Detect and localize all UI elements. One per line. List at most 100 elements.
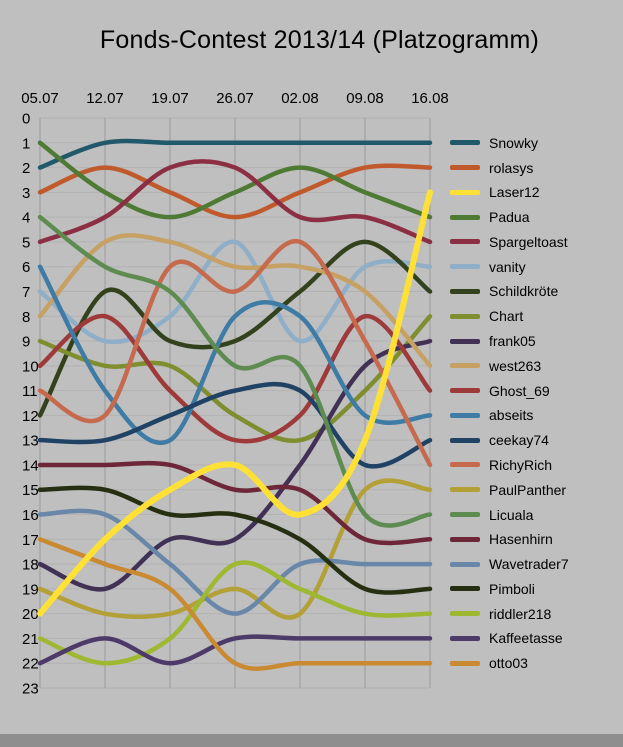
legend-item-pimboli: Pimboli	[450, 577, 535, 601]
legend-swatch-hasenhirn	[450, 536, 480, 542]
legend-item-otto03: otto03	[450, 651, 528, 675]
series-line-frank05	[37, 338, 433, 592]
series-line-ceekay74	[37, 381, 433, 469]
series-line-licuala	[37, 214, 433, 528]
y-tick-label: 21	[22, 631, 39, 648]
legend-label-laser12: Laser12	[489, 184, 540, 201]
series-line-vanity	[37, 239, 433, 345]
y-tick-label: 0	[22, 111, 30, 128]
y-tick-label: 7	[22, 284, 30, 301]
legend-item-schildkr-te: Schildkröte	[450, 279, 558, 303]
y-tick-label: 17	[22, 532, 39, 549]
legend-swatch-chart	[450, 313, 480, 319]
y-tick-label: 6	[22, 259, 30, 276]
legend-swatch-frank05	[450, 338, 480, 344]
legend-swatch-schildkr-te	[450, 288, 480, 294]
legend-item-paulpanther: PaulPanther	[450, 478, 566, 502]
y-tick-label: 3	[22, 185, 30, 202]
legend-swatch-paulpanther	[450, 487, 480, 493]
legend-swatch-riddler218	[450, 611, 480, 617]
series-line-laser12	[37, 189, 433, 617]
series-line-schildkr-te	[37, 239, 433, 418]
legend-label-chart: Chart	[489, 308, 524, 325]
series-line-abseits	[37, 264, 433, 445]
legend-label-wavetrader7: Wavetrader7	[489, 556, 569, 573]
legend-item-spargeltoast: Spargeltoast	[450, 230, 568, 254]
x-tick-label: 12.07	[86, 90, 124, 107]
y-tick-label: 23	[22, 681, 39, 698]
series-lines	[37, 138, 433, 671]
y-tick-label: 15	[22, 482, 39, 499]
y-tick-label: 8	[22, 309, 30, 326]
legend-swatch-licuala	[450, 512, 480, 518]
x-tick-label: 09.08	[346, 90, 384, 107]
x-tick-label: 19.07	[151, 90, 189, 107]
legend-item-wavetrader7: Wavetrader7	[450, 552, 569, 576]
legend-label-licuala: Licuala	[489, 506, 534, 523]
legend-swatch-ceekay74	[450, 437, 480, 443]
series-line-otto03	[37, 537, 433, 671]
legend-swatch-ghost-69	[450, 388, 480, 394]
legend-label-otto03: otto03	[489, 655, 528, 672]
x-tick-label: 05.07	[21, 90, 59, 107]
series-line-padua	[37, 140, 433, 220]
y-tick-label: 4	[22, 210, 30, 227]
y-tick-label: 11	[22, 383, 38, 400]
legend-label-kaffeetasse: Kaffeetasse	[489, 630, 563, 647]
series-line-wavetrader7	[37, 508, 433, 616]
x-tick-label: 26.07	[216, 90, 254, 107]
legend-item-richyrich: RichyRich	[450, 453, 552, 477]
y-tick-label: 2	[22, 160, 30, 177]
legend-label-west263: west263	[489, 357, 542, 374]
y-tick-label: 10	[22, 358, 39, 375]
series-line-richyrich	[37, 238, 433, 468]
legend-item-laser12: Laser12	[450, 180, 540, 204]
series-line-spargeltoast	[37, 159, 433, 245]
y-tick-label: 9	[22, 334, 30, 351]
legend-label-abseits: abseits	[489, 407, 534, 424]
y-tick-label: 20	[22, 606, 39, 623]
legend-item-chart: Chart	[450, 304, 523, 328]
y-tick-label: 13	[22, 433, 39, 450]
legend-item-vanity: vanity	[450, 255, 526, 279]
vertical-gridlines	[39, 118, 431, 688]
legend-item-rolasys: rolasys	[450, 156, 533, 180]
legend-swatch-laser12	[450, 189, 480, 195]
bottom-bar	[0, 734, 623, 747]
legend-item-ceekay74: ceekay74	[450, 428, 549, 452]
legend-label-schildkr-te: Schildkröte	[489, 283, 559, 300]
y-tick-label: 5	[22, 234, 30, 251]
legend-item-hasenhirn: Hasenhirn	[450, 527, 553, 551]
legend-item-riddler218: riddler218	[450, 602, 551, 626]
legend-item-frank05: frank05	[450, 329, 536, 353]
legend-item-licuala: Licuala	[450, 503, 533, 527]
legend-swatch-abseits	[450, 412, 480, 418]
legend-swatch-padua	[450, 214, 480, 220]
y-tick-label: 14	[22, 457, 39, 474]
series-line-riddler218	[37, 560, 433, 666]
y-tick-label: 22	[22, 656, 39, 673]
y-tick-label: 12	[22, 408, 39, 425]
legend-swatch-rolasys	[450, 165, 480, 171]
legend-swatch-spargeltoast	[450, 239, 480, 245]
legend-label-padua: Padua	[489, 209, 530, 226]
legend-label-ceekay74: ceekay74	[489, 432, 549, 449]
series-line-snowky	[37, 138, 433, 170]
legend-swatch-richyrich	[450, 462, 480, 468]
x-tick-label: 16.08	[411, 90, 449, 107]
series-line-kaffeetasse	[37, 634, 433, 666]
series-line-pimboli	[37, 485, 433, 595]
legend-label-frank05: frank05	[489, 333, 536, 350]
legend-swatch-vanity	[450, 264, 480, 270]
legend-label-spargeltoast: Spargeltoast	[489, 233, 568, 250]
x-axis-labels: 05.07 12.07 19.07 26.07 02.08 09.08 16.08	[21, 90, 449, 107]
legend-swatch-otto03	[450, 660, 480, 666]
chart-title: Fonds-Contest 2013/14 (Platzogramm)	[99, 26, 540, 54]
legend-item-abseits: abseits	[450, 403, 533, 427]
legend-label-ghost-69: Ghost_69	[489, 382, 550, 399]
legend-item-snowky: Snowky	[450, 131, 538, 155]
series-line-chart	[37, 314, 433, 444]
series-line-ghost-69	[37, 313, 433, 444]
